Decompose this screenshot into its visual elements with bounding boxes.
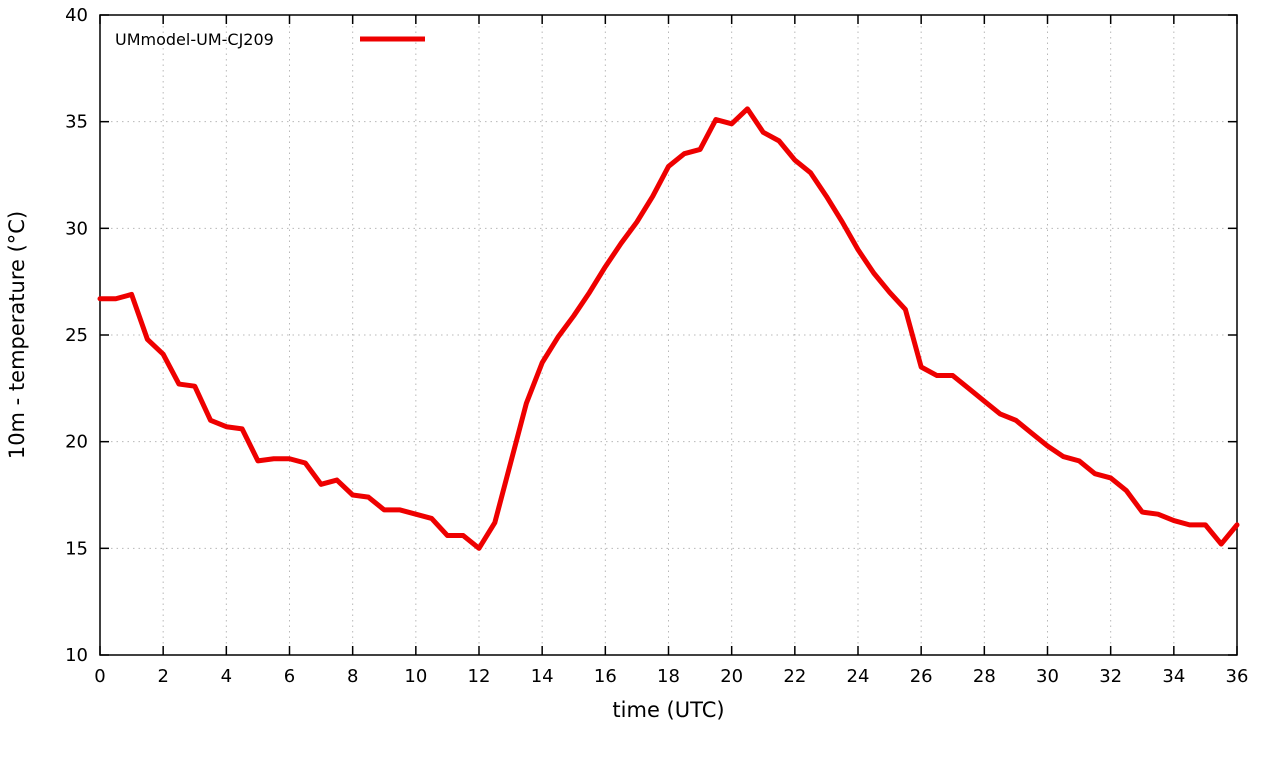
y-axis-label: 10m - temperature (°C) (5, 211, 29, 459)
x-tick-label: 6 (284, 666, 295, 687)
x-tick-label: 2 (157, 666, 168, 687)
x-tick-label: 32 (1099, 666, 1122, 687)
x-tick-label: 18 (657, 666, 680, 687)
x-tick-label: 28 (973, 666, 996, 687)
x-tick-label: 26 (910, 666, 933, 687)
x-tick-label: 14 (531, 666, 554, 687)
legend-label: UMmodel-UM-CJ209 (115, 30, 274, 49)
x-tick-label: 8 (347, 666, 358, 687)
y-tick-label: 10 (65, 645, 88, 666)
y-tick-label: 35 (65, 112, 88, 133)
x-tick-label: 10 (404, 666, 427, 687)
x-axis-label: time (UTC) (612, 698, 724, 722)
x-tick-label: 0 (94, 666, 105, 687)
x-tick-label: 4 (221, 666, 232, 687)
x-tick-label: 36 (1226, 666, 1249, 687)
y-tick-label: 30 (65, 218, 88, 239)
x-tick-label: 16 (594, 666, 617, 687)
x-tick-label: 34 (1162, 666, 1185, 687)
x-tick-label: 20 (720, 666, 743, 687)
y-tick-label: 40 (65, 5, 88, 26)
x-tick-label: 22 (783, 666, 806, 687)
y-tick-label: 15 (65, 538, 88, 559)
x-tick-label: 30 (1036, 666, 1059, 687)
x-tick-label: 24 (847, 666, 870, 687)
y-tick-label: 20 (65, 432, 88, 453)
temperature-series-line (97, 106, 1240, 551)
y-tick-label: 25 (65, 325, 88, 346)
x-tick-label: 12 (468, 666, 491, 687)
